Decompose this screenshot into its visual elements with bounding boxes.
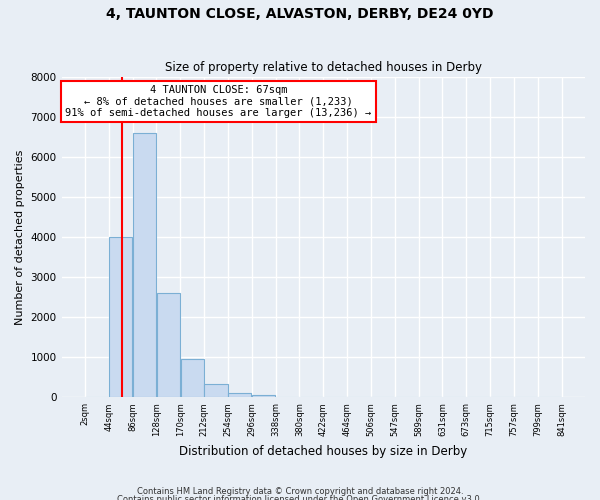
Bar — [229, 393, 251, 398]
Bar — [252, 396, 275, 398]
Bar — [157, 293, 180, 398]
Bar — [109, 237, 132, 398]
Text: Contains public sector information licensed under the Open Government Licence v3: Contains public sector information licen… — [118, 495, 482, 500]
Text: 4 TAUNTON CLOSE: 67sqm
← 8% of detached houses are smaller (1,233)
91% of semi-d: 4 TAUNTON CLOSE: 67sqm ← 8% of detached … — [65, 85, 372, 118]
Bar — [133, 133, 156, 398]
Text: Contains HM Land Registry data © Crown copyright and database right 2024.: Contains HM Land Registry data © Crown c… — [137, 488, 463, 496]
Y-axis label: Number of detached properties: Number of detached properties — [15, 150, 25, 325]
X-axis label: Distribution of detached houses by size in Derby: Distribution of detached houses by size … — [179, 444, 467, 458]
Text: 4, TAUNTON CLOSE, ALVASTON, DERBY, DE24 0YD: 4, TAUNTON CLOSE, ALVASTON, DERBY, DE24 … — [106, 8, 494, 22]
Bar — [205, 384, 227, 398]
Title: Size of property relative to detached houses in Derby: Size of property relative to detached ho… — [165, 62, 482, 74]
Bar — [181, 360, 204, 398]
